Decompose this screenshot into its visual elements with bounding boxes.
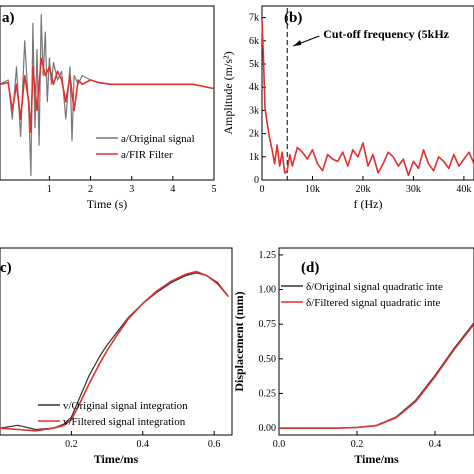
x-tick-label: 20k bbox=[355, 184, 370, 195]
x-tick-label: 0.4 bbox=[429, 439, 442, 450]
y-tick-label: 0.25 bbox=[259, 388, 277, 399]
y-tick-label: 0 bbox=[254, 175, 259, 186]
panel-c: 0.2 0.4 0.6 Time/ms v/Original signal integr… bbox=[0, 247, 233, 466]
x-tick-label: 1 bbox=[47, 184, 52, 195]
legend-entry-1: v/Filtered signal integration bbox=[63, 416, 186, 428]
x-tick-label: 0.6 bbox=[208, 439, 221, 450]
x-tick-label: 4 bbox=[170, 184, 175, 195]
x-tick-label: 2 bbox=[88, 184, 93, 195]
x-tick-label: 0.2 bbox=[351, 439, 364, 450]
panel-label: a) bbox=[2, 10, 15, 26]
y-tick-label: 1.25 bbox=[259, 250, 277, 261]
legend-entry-1: a/FIR Filter bbox=[121, 149, 173, 161]
y-axis-label: Amplitude (m/s²) bbox=[221, 51, 235, 134]
y-tick-label: 0.00 bbox=[259, 423, 277, 434]
x-axis-label: Time/ms bbox=[354, 452, 399, 466]
y-tick-label: 1k bbox=[249, 152, 259, 163]
y-tick-label: 0.75 bbox=[259, 319, 277, 330]
legend-entry-0: a/Original signal bbox=[121, 133, 195, 145]
x-tick-label: 0 bbox=[260, 184, 265, 195]
panel-a: 1 2 3 4 5 Time (s) a/Original signal a/FIR Filt… bbox=[0, 5, 217, 211]
x-tick-label: 3 bbox=[129, 184, 134, 195]
panel-b: 0 10k 20k 30k 40k 0 1k 2k 3k 4k 5k 6k 7k f (Hz) Amplit… bbox=[221, 5, 474, 211]
x-tick-label: 5 bbox=[212, 184, 217, 195]
cutoff-annotation: Cut-off frequency (5kHz bbox=[323, 27, 449, 41]
legend-entry-1: δ/Filtered signal quadratic inte bbox=[306, 297, 441, 309]
x-tick-label: 0.4 bbox=[137, 439, 150, 450]
x-axis-label: f (Hz) bbox=[354, 197, 383, 211]
y-tick-label: 1.00 bbox=[259, 285, 277, 296]
x-tick-label: 40k bbox=[456, 184, 471, 195]
series-line-0 bbox=[279, 322, 474, 429]
y-tick-label: 5k bbox=[249, 59, 259, 70]
x-axis-label: Time (s) bbox=[87, 197, 128, 211]
legend-entry-0: v/Original signal integration bbox=[63, 400, 188, 412]
series-line-1 bbox=[0, 270, 230, 432]
plot-frame bbox=[278, 247, 474, 436]
y-tick-label: 6k bbox=[249, 36, 259, 47]
arrow-head bbox=[293, 40, 302, 46]
y-tick-label: 0.50 bbox=[259, 354, 277, 365]
y-tick-label: 4k bbox=[249, 82, 259, 93]
series-line-0 bbox=[261, 19, 474, 177]
panel-label: c) bbox=[0, 260, 12, 276]
y-tick-label: 2k bbox=[249, 129, 259, 140]
y-axis-label: Displacement (mm) bbox=[232, 291, 246, 391]
panel-label: (b) bbox=[284, 10, 302, 26]
panel-label: (d) bbox=[301, 260, 319, 276]
panel-d: 0.0 0.2 0.4 0.00 0.25 0.50 0.75 1.00 1.25 Time/ms… bbox=[232, 247, 474, 466]
plot-frame bbox=[0, 5, 215, 181]
y-tick-label: 7k bbox=[249, 13, 259, 24]
x-tick-label: 30k bbox=[406, 184, 421, 195]
y-tick-label: 3k bbox=[249, 105, 259, 116]
series-line-1 bbox=[279, 323, 474, 429]
x-tick-label: 0.0 bbox=[273, 439, 286, 450]
x-tick-label: 10k bbox=[305, 184, 320, 195]
plot-frame bbox=[261, 5, 474, 181]
x-axis-label: Time/ms bbox=[94, 452, 139, 466]
plot-frame bbox=[0, 247, 233, 436]
x-tick-label: 0.2 bbox=[65, 439, 78, 450]
series-line-1 bbox=[0, 57, 215, 133]
legend-entry-0: δ/Original signal quadratic inte bbox=[306, 281, 443, 293]
